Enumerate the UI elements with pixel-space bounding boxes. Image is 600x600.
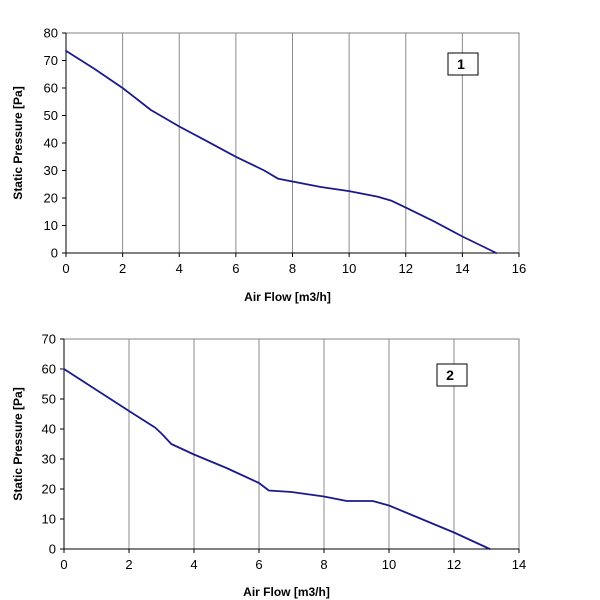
chart1-x-tick-label: 16 bbox=[512, 261, 526, 276]
chart2-x-tick-label: 4 bbox=[190, 557, 197, 572]
chart1-y-axis-title: Static Pressure [Pa] bbox=[11, 86, 25, 199]
chart1-panel-label: 1 bbox=[457, 56, 465, 72]
chart2-x-tick-label: 10 bbox=[382, 557, 396, 572]
chart2-x-tick-label: 8 bbox=[320, 557, 327, 572]
chart1-y-tick-label: 70 bbox=[44, 53, 58, 68]
chart2-panel-label: 2 bbox=[446, 367, 454, 383]
chart1-y-tick-label: 40 bbox=[44, 136, 58, 151]
chart1-x-tick-label: 10 bbox=[342, 261, 356, 276]
chart1-x-tick-label: 14 bbox=[455, 261, 469, 276]
chart2-series-line bbox=[63, 368, 491, 550]
chart1-x-tick-label: 4 bbox=[176, 261, 183, 276]
chart1-x-tick-label: 2 bbox=[119, 261, 126, 276]
chart2-x-axis-title: Air Flow [m3/h] bbox=[243, 585, 330, 599]
chart1-x-tick-label: 6 bbox=[232, 261, 239, 276]
chart1-x-tick-label: 8 bbox=[289, 261, 296, 276]
chart2-y-tick-label: 30 bbox=[42, 452, 56, 467]
chart1-y-tick-label: 10 bbox=[44, 218, 58, 233]
chart1-y-tick-label: 80 bbox=[44, 26, 58, 41]
chart2-x-tick-label: 14 bbox=[512, 557, 526, 572]
chart1-panel-label-box bbox=[447, 52, 479, 76]
chart1-x-tick-label: 0 bbox=[62, 261, 69, 276]
chart2-y-tick-label: 50 bbox=[42, 392, 56, 407]
chart1-y-tick-label: 60 bbox=[44, 81, 58, 96]
chart2-y-tick-label: 70 bbox=[42, 332, 56, 347]
chart1-y-tick-label: 0 bbox=[51, 246, 58, 261]
chart1-x-tick-label: 12 bbox=[399, 261, 413, 276]
chart2-panel: 0 10 20 30 40 50 60 70 0 2 4 6 8 10 12 14 Air Flow [m3/h… bbox=[11, 332, 526, 600]
chart2-y-tick-label: 20 bbox=[42, 482, 56, 497]
chart1-panel: 0 10 20 30 40 50 60 70 80 0 2 4 6 8 10 12 14 16 Air Flow [… bbox=[11, 26, 526, 305]
chart1-y-tick-label: 20 bbox=[44, 191, 58, 206]
chart1-y-tick-label: 50 bbox=[44, 108, 58, 123]
chart2-x-tick-label: 0 bbox=[60, 557, 67, 572]
chart2-y-tick-label: 10 bbox=[42, 512, 56, 527]
chart2-x-tick-label: 6 bbox=[255, 557, 262, 572]
chart2-panel-label-box bbox=[436, 363, 468, 387]
chart1-y-tick-label: 30 bbox=[44, 163, 58, 178]
chart2-y-tick-label: 40 bbox=[42, 422, 56, 437]
chart1-x-axis-title: Air Flow [m3/h] bbox=[244, 290, 331, 304]
chart2-y-axis-title: Static Pressure [Pa] bbox=[11, 387, 25, 500]
chart2-y-tick-label: 0 bbox=[49, 542, 56, 557]
chart2-x-tick-label: 2 bbox=[125, 557, 132, 572]
chart2-x-tick-label: 12 bbox=[447, 557, 461, 572]
chart1-series-line bbox=[65, 50, 498, 254]
chart2-y-tick-label: 60 bbox=[42, 362, 56, 377]
